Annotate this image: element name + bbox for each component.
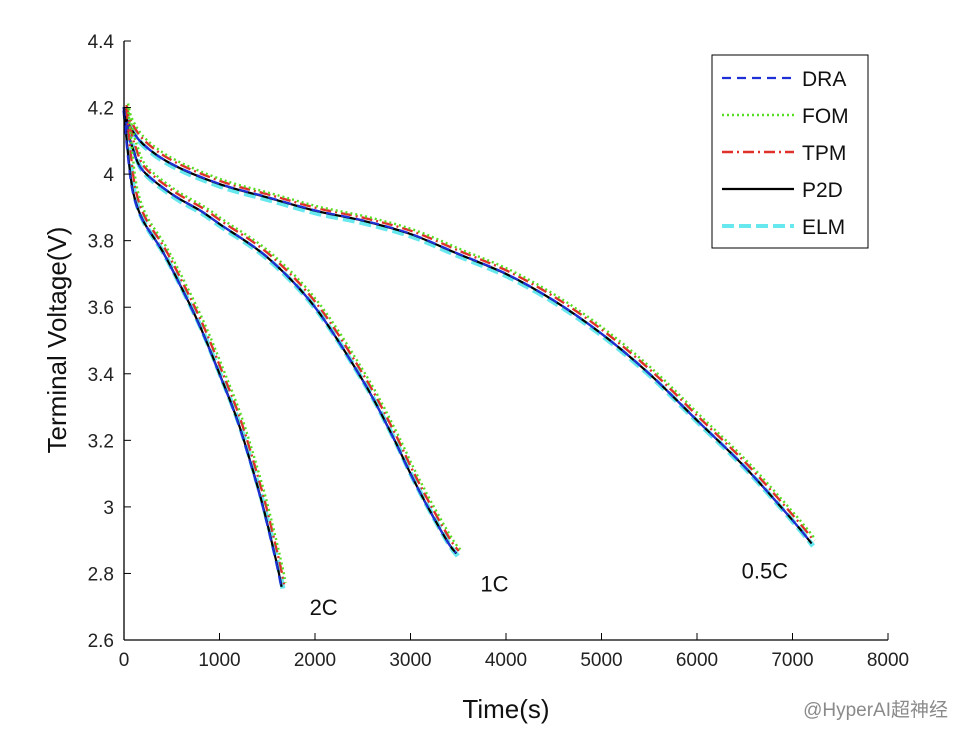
curve-fom-2c — [126, 106, 287, 584]
curve-dra-1c — [122, 106, 457, 554]
curve-p2d-1c — [122, 107, 458, 555]
curve-label-0-5c: 0.5C — [742, 558, 789, 583]
legend-label-elm: ELM — [802, 216, 845, 239]
legend-label-fom: FOM — [802, 105, 849, 128]
curve-dra-2c — [122, 110, 283, 587]
y-tick-label: 3.2 — [88, 431, 114, 452]
x-tick-label: 5000 — [580, 650, 622, 671]
x-axis-title: Time(s) — [462, 694, 549, 724]
y-tick-label: 4.4 — [88, 32, 115, 53]
legend-label-dra: DRA — [802, 68, 846, 91]
curve-fom-0-5c — [126, 103, 817, 541]
curve-label-2c: 2C — [310, 595, 338, 620]
legend-label-p2d: P2D — [802, 179, 843, 202]
y-tick-label: 2.6 — [88, 631, 114, 652]
y-tick-label: 3.4 — [88, 365, 115, 386]
curve-elm-2c — [123, 113, 286, 590]
y-tick-label: 2.8 — [88, 564, 114, 585]
curves-layer — [122, 103, 817, 590]
legend-label-tpm: TPM — [802, 142, 846, 165]
curve-tpm-2c — [125, 108, 286, 585]
x-tick-label: 3000 — [389, 650, 431, 671]
x-tick-label: 0 — [119, 650, 130, 671]
x-tick-label: 7000 — [771, 650, 813, 671]
x-tick-label: 8000 — [867, 650, 909, 671]
curve-fom-1c — [126, 103, 462, 551]
x-tick-label: 2000 — [294, 650, 336, 671]
curve-p2d-0-5c — [122, 107, 813, 545]
axes-layer: 0 1000 2000 3000 4000 5000 6000 7000 8000 2.6 2.8 3… — [88, 32, 910, 671]
y-tick-label: 4 — [103, 165, 114, 186]
watermark: @HyperAI超神经 — [803, 699, 948, 721]
curve-label-1c: 1C — [480, 571, 508, 596]
y-tick-label: 3.8 — [88, 232, 114, 253]
curve-dra-0-5c — [122, 106, 812, 544]
curve-tpm-0-5c — [125, 104, 816, 542]
y-tick-label: 3.6 — [88, 298, 114, 319]
y-tick-label: 4.2 — [88, 99, 114, 120]
legend: DRA FOM TPM P2D ELM — [711, 54, 869, 249]
x-tick-label: 1000 — [198, 650, 240, 671]
y-axis-title: Terminal Voltage(V) — [42, 227, 72, 454]
curve-tpm-1c — [125, 104, 460, 552]
x-tick-label: 4000 — [485, 650, 527, 671]
labels-layer: 0.5C 1C 2C — [310, 558, 789, 619]
curve-elm-0-5c — [123, 109, 816, 548]
y-tick-label: 3 — [103, 498, 114, 519]
curve-elm-1c — [123, 109, 460, 558]
x-tick-label: 6000 — [676, 650, 718, 671]
